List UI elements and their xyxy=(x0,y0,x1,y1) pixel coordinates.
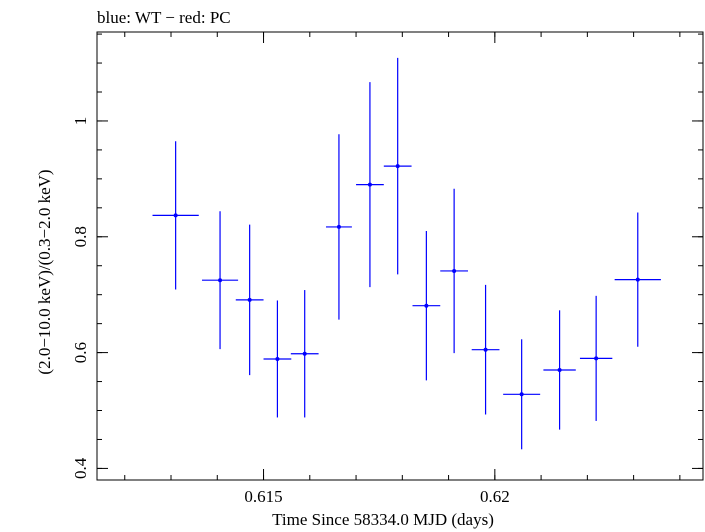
x-tick-label: 0.62 xyxy=(480,487,510,506)
axis-tick-labels: 0.615 0.62 0.4 0.6 0.8 1 xyxy=(71,117,510,506)
data-point xyxy=(290,290,319,418)
y-axis-label: (2.0−10.0 keV)/(0.3−2.0 keV) xyxy=(35,169,54,374)
data-point-marker xyxy=(247,297,252,302)
data-point xyxy=(235,224,264,376)
data-point-marker xyxy=(218,278,223,283)
data-point-marker xyxy=(424,303,429,308)
data-point xyxy=(383,57,412,275)
data-point xyxy=(263,300,292,418)
y-tick-label: 0.8 xyxy=(71,226,90,247)
data-point xyxy=(440,188,469,354)
y-tick-label: 1 xyxy=(71,117,90,126)
x-axis-label: Time Since 58334.0 MJD (days) xyxy=(272,510,494,529)
data-point xyxy=(356,82,384,288)
data-point xyxy=(325,134,352,320)
data-point xyxy=(543,310,576,430)
data-point-marker xyxy=(452,268,457,273)
data-points xyxy=(152,57,661,450)
data-point-marker xyxy=(635,277,640,282)
data-point-marker xyxy=(302,351,307,356)
data-point xyxy=(471,284,500,415)
data-point-marker xyxy=(483,347,488,352)
data-point-marker xyxy=(367,182,372,187)
data-point xyxy=(614,212,661,347)
data-point xyxy=(152,141,199,290)
data-point-marker xyxy=(173,213,178,218)
y-tick-label: 0.6 xyxy=(71,342,90,363)
data-point-marker xyxy=(557,367,562,372)
axis-ticks xyxy=(97,32,703,480)
data-point-marker xyxy=(519,392,524,397)
data-point-marker xyxy=(594,356,599,361)
plot-frame xyxy=(96,31,704,481)
data-point xyxy=(579,295,613,421)
data-point-marker xyxy=(395,164,400,169)
data-point xyxy=(503,339,541,450)
data-point xyxy=(202,211,239,350)
data-point xyxy=(412,230,441,381)
data-point-marker xyxy=(336,224,341,229)
y-tick-label: 0.4 xyxy=(71,457,90,479)
x-tick-label: 0.615 xyxy=(244,487,282,506)
chart-title: blue: WT − red: PC xyxy=(97,8,231,27)
data-point-marker xyxy=(275,356,280,361)
